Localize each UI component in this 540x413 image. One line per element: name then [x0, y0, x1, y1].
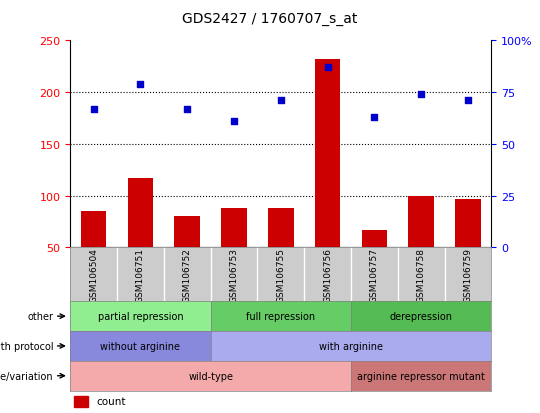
Text: GSM106755: GSM106755	[276, 247, 285, 302]
Bar	[408, 196, 434, 248]
Bar	[315, 60, 341, 248]
FancyBboxPatch shape	[75, 396, 89, 407]
Bar	[174, 217, 200, 248]
Bar	[221, 209, 247, 248]
Text: GDS2427 / 1760707_s_at: GDS2427 / 1760707_s_at	[183, 12, 357, 26]
Point	[464, 98, 472, 104]
Text: without arginine: without arginine	[100, 341, 180, 351]
Text: with arginine: with arginine	[319, 341, 383, 351]
Text: GSM106756: GSM106756	[323, 247, 332, 302]
Text: GSM106757: GSM106757	[370, 247, 379, 302]
Text: GSM106752: GSM106752	[183, 247, 192, 302]
Text: genotype/variation: genotype/variation	[0, 371, 53, 381]
Text: full repression: full repression	[246, 311, 315, 321]
Text: GSM106504: GSM106504	[89, 247, 98, 302]
Bar	[362, 230, 387, 248]
Text: count: count	[97, 396, 126, 406]
Point	[136, 81, 145, 88]
Bar	[81, 211, 106, 248]
Point	[417, 92, 426, 98]
Point	[89, 106, 98, 113]
Text: GSM106759: GSM106759	[463, 247, 472, 302]
Text: wild-type: wild-type	[188, 371, 233, 381]
Point	[323, 65, 332, 71]
Bar	[127, 178, 153, 248]
Text: GSM106753: GSM106753	[230, 247, 239, 302]
Text: GSM106758: GSM106758	[417, 247, 426, 302]
Text: GSM106751: GSM106751	[136, 247, 145, 302]
Text: arginine repressor mutant: arginine repressor mutant	[357, 371, 485, 381]
Text: derepression: derepression	[390, 311, 453, 321]
Point	[230, 119, 238, 125]
Text: partial repression: partial repression	[98, 311, 183, 321]
Point	[370, 114, 379, 121]
Point	[183, 106, 192, 113]
Point	[276, 98, 285, 104]
Bar	[268, 209, 294, 248]
Text: other: other	[28, 311, 53, 321]
Text: growth protocol: growth protocol	[0, 341, 53, 351]
Bar	[455, 199, 481, 248]
